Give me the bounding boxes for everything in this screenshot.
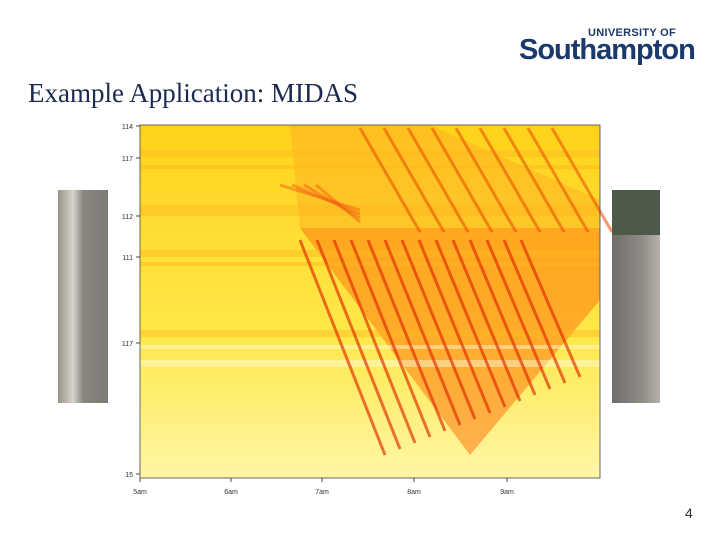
y-tick-label: 15	[125, 472, 133, 479]
congestion-wave	[526, 127, 590, 233]
texture-band	[140, 165, 600, 169]
x-tick-label: 8am	[407, 489, 421, 496]
logo-main: Southampton	[519, 34, 696, 66]
slide-title: Example Application: MIDAS	[28, 78, 358, 108]
congestion-wave	[434, 239, 507, 408]
y-tick-label: 112	[122, 214, 133, 221]
congestion-wave	[298, 239, 387, 456]
y-tick-label: 117	[122, 341, 133, 348]
congestion-wave	[417, 239, 492, 414]
texture-band	[140, 250, 600, 257]
congestion-wave	[383, 239, 462, 426]
texture-band	[140, 205, 600, 212]
congestion-wave	[382, 127, 446, 233]
congestion-wave	[406, 127, 470, 233]
texture-band	[140, 345, 600, 349]
texture-band	[140, 262, 600, 266]
congestion-wave	[502, 127, 566, 233]
texture-band	[140, 212, 600, 216]
congestion-wave	[502, 239, 567, 384]
y-tick-label: 114	[122, 124, 133, 131]
page-number: 4	[685, 505, 693, 521]
road-photo-left	[58, 190, 108, 403]
congestion-wave	[349, 239, 432, 438]
congestion-wave	[366, 239, 447, 432]
congestion-wave	[550, 127, 614, 233]
x-tick-label: 7am	[315, 489, 329, 496]
congestion-wave	[400, 239, 477, 420]
congestion-wave	[519, 239, 582, 378]
congestion-wave	[315, 239, 402, 450]
congestion-wave	[315, 183, 361, 224]
congestion-wave	[358, 127, 422, 233]
texture-band	[140, 360, 600, 367]
congestion-wave	[478, 127, 542, 233]
plot-frame	[139, 124, 601, 479]
congestion-wave	[332, 239, 417, 444]
y-tick-label: 111	[122, 255, 133, 262]
heatmap	[140, 125, 614, 478]
y-tick-label: 117	[122, 156, 133, 163]
x-tick-label: 5am	[133, 489, 147, 496]
congestion-zone	[300, 228, 600, 455]
congestion-wave	[451, 239, 522, 402]
congestion-wave	[454, 127, 518, 233]
logo-top: UNIVERSITY OF	[588, 27, 677, 39]
photo-trees	[612, 190, 660, 235]
x-tick-label: 9am	[500, 489, 514, 496]
congestion-wave	[485, 239, 552, 390]
x-tick-label: 6am	[224, 489, 238, 496]
congestion-wave	[468, 239, 537, 396]
congestion-wave	[430, 127, 494, 233]
texture-band	[140, 150, 600, 157]
